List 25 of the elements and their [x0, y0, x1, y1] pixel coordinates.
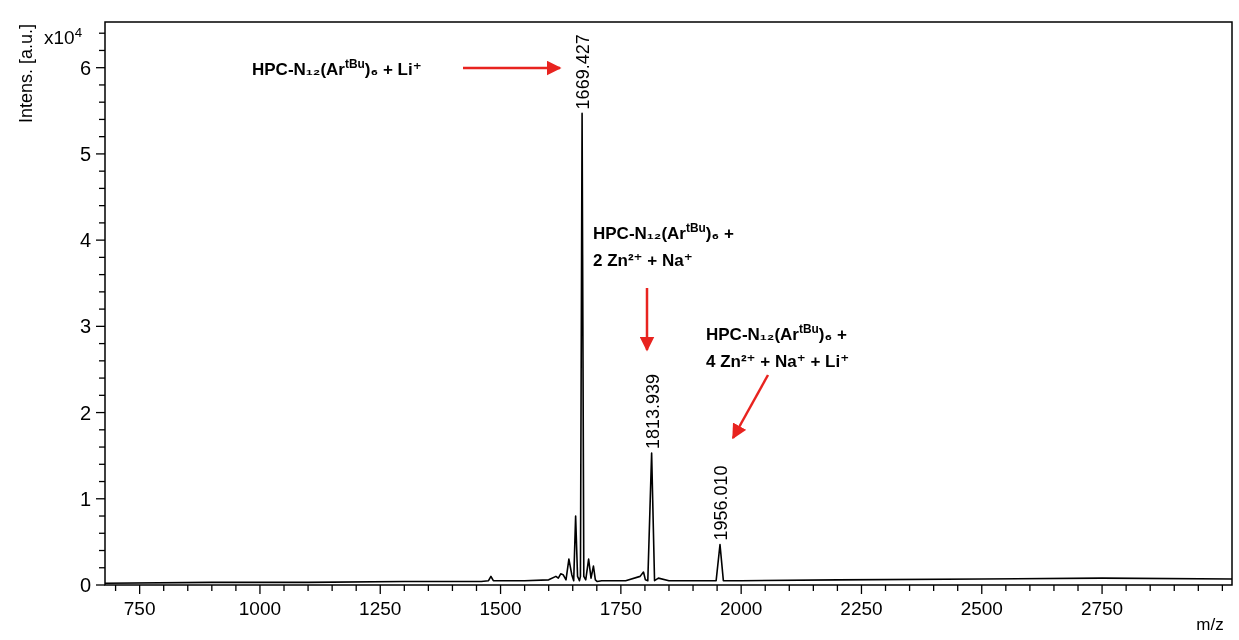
x-tick-label: 1500	[479, 598, 522, 619]
x-tick-label: 2250	[840, 598, 883, 619]
x-tick-label: 2500	[960, 598, 1003, 619]
x-tick-label: 2750	[1080, 598, 1124, 619]
x-tick-label: 1750	[599, 598, 642, 619]
x-tick-label: 1000	[238, 598, 282, 619]
annotation: HPC-N₁₂(Ar$^{tBu}$)₆ + Li⁺	[252, 57, 422, 79]
annotation: HPC-N₁₂(Ar$^{tBu}$)₆ + 2 Zn²⁺ + Na⁺	[593, 221, 734, 270]
annotation: 1956.010	[710, 465, 731, 541]
y-tick-label: 6	[79, 56, 91, 79]
y-tick-label: 1	[79, 487, 91, 510]
y-axis-title: Intens. [a.u.]	[16, 24, 36, 124]
x-axis-title: m/z	[1196, 615, 1224, 634]
x-tick-label: 1250	[359, 598, 402, 619]
text: x10$^{4}$	[44, 24, 83, 48]
y-tick-label: 2	[79, 401, 91, 424]
annotation: HPC-N₁₂(Ar$^{tBu}$)₆ + 4 Zn²⁺ + Na⁺ + Li⁺	[706, 322, 850, 371]
y-tick-label: 5	[79, 142, 91, 165]
y-tick-label: 4	[79, 229, 91, 252]
y-tick-label: 0	[79, 574, 91, 596]
y-tick-label: 3	[79, 315, 91, 338]
annotation: 1669.427	[573, 34, 594, 110]
x-tick-label: 2000	[720, 598, 763, 619]
annotation: 1813.939	[642, 374, 663, 450]
x-tick-label: 750	[123, 598, 156, 619]
